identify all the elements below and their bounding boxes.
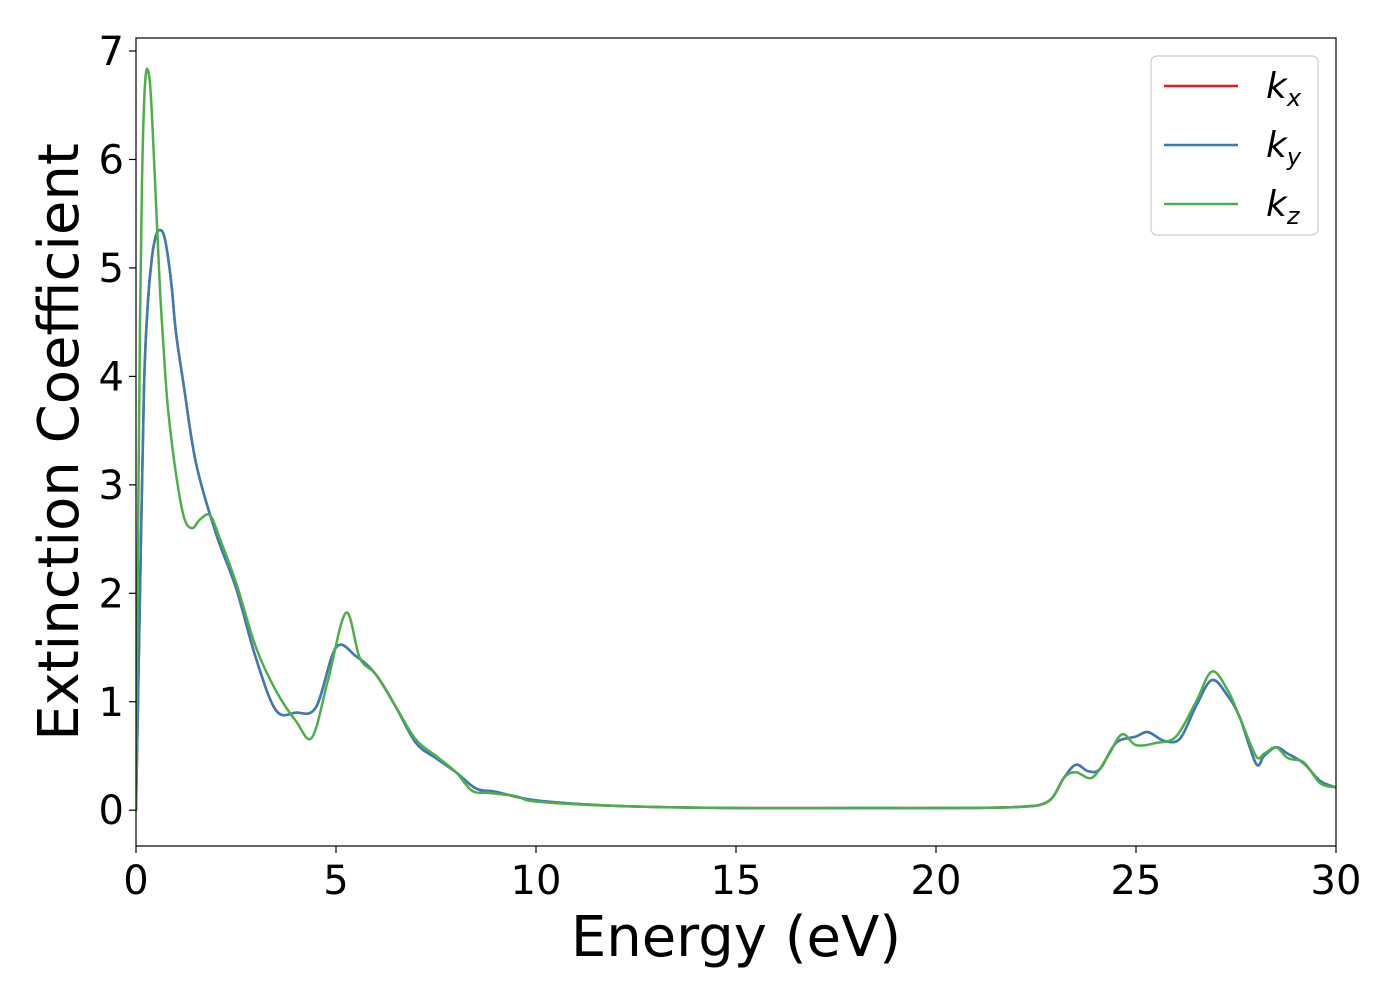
series-line-kx xyxy=(136,228,1336,812)
legend-label-subscript: z xyxy=(1286,202,1301,230)
y-axis-title: Extinction Coefficient xyxy=(27,143,92,741)
legend-label-subscript: y xyxy=(1286,143,1302,171)
series-layer xyxy=(136,67,1336,812)
y-tick-label: 2 xyxy=(99,571,124,617)
legend-label-main: k xyxy=(1266,66,1289,107)
legend-label-kz: kz xyxy=(1266,184,1301,230)
x-axis: 0 5 10 15 20 25 30 xyxy=(123,846,1361,904)
x-axis-title: Energy (eV) xyxy=(571,905,901,970)
x-tick-label: 0 xyxy=(123,858,148,904)
y-tick-label: 4 xyxy=(99,354,124,400)
y-tick-label: 5 xyxy=(99,246,124,292)
legend-label-kx: kx xyxy=(1266,66,1302,112)
y-tick-label: 7 xyxy=(99,29,124,75)
x-tick-label: 10 xyxy=(511,858,562,904)
legend-label-subscript: x xyxy=(1286,84,1302,112)
y-tick-label: 0 xyxy=(99,788,124,834)
legend-label-ky: ky xyxy=(1266,125,1302,171)
x-tick-label: 15 xyxy=(711,858,762,904)
legend-label-main: k xyxy=(1266,184,1289,225)
y-tick-label: 6 xyxy=(99,137,124,183)
legend-label-main: k xyxy=(1266,125,1289,166)
x-tick-label: 20 xyxy=(911,858,962,904)
x-tick-label: 30 xyxy=(1311,858,1362,904)
series-line-ky xyxy=(136,228,1336,812)
y-tick-label: 1 xyxy=(99,680,124,726)
x-tick-label: 25 xyxy=(1111,858,1162,904)
y-axis: 0 1 2 3 4 5 6 7 xyxy=(99,29,136,834)
x-tick-label: 5 xyxy=(323,858,348,904)
series-line-kz xyxy=(136,67,1336,812)
y-tick-label: 3 xyxy=(99,463,124,509)
